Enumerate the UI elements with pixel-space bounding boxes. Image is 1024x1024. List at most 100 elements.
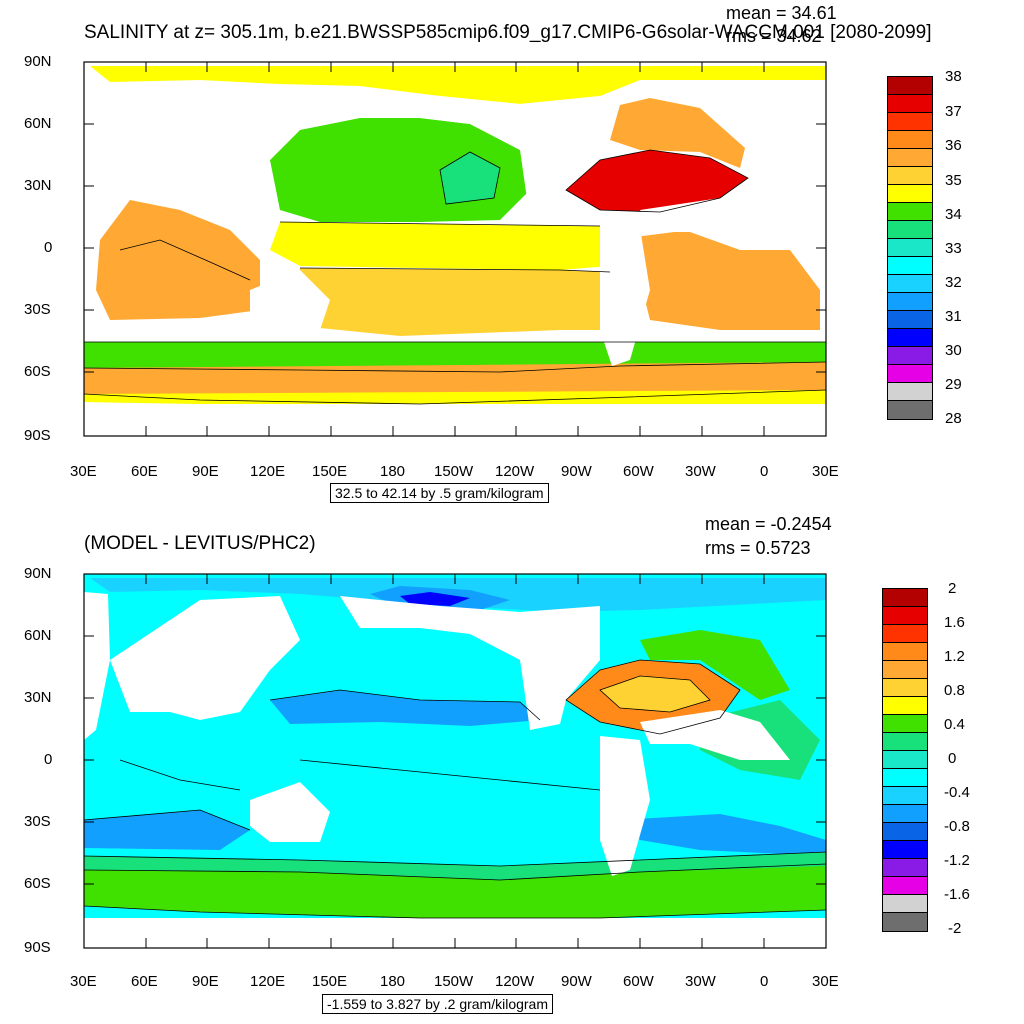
colorbar-swatch <box>888 203 932 221</box>
tick-marks <box>83 61 827 437</box>
lat-tick: 60N <box>24 115 52 132</box>
colorbar-swatch <box>883 661 927 679</box>
colorbar-label: 0.4 <box>944 716 965 733</box>
colorbar-swatch <box>888 221 932 239</box>
lon-tick: 90W <box>561 463 592 480</box>
colorbar-swatch <box>888 293 932 311</box>
colorbar-label: -1.2 <box>944 852 970 869</box>
colorbar-swatch <box>883 859 927 877</box>
colorbar-label: -0.4 <box>944 784 970 801</box>
lon-tick: 60E <box>131 973 158 990</box>
colorbar-swatch <box>883 589 927 607</box>
colorbar-label: 35 <box>945 172 962 189</box>
colorbar-swatch <box>888 401 932 419</box>
lat-tick: 90S <box>24 939 51 956</box>
colorbar-label: 28 <box>945 410 962 427</box>
colorbar-swatch <box>883 715 927 733</box>
colorbar-label: 31 <box>945 308 962 325</box>
colorbar-label: 38 <box>945 68 962 85</box>
colorbar-swatch <box>883 697 927 715</box>
lon-tick: 180 <box>380 973 406 990</box>
colorbar-label: -0.8 <box>944 818 970 835</box>
lat-tick: 0 <box>44 239 53 256</box>
colorbar-swatch <box>888 239 932 257</box>
mean-stat: mean = -0.2454 <box>705 514 832 534</box>
colorbar-swatch <box>883 769 927 787</box>
land-mask <box>84 80 826 436</box>
colorbar-swatch <box>883 913 927 931</box>
colorbar-label: 34 <box>945 206 962 223</box>
panel-title: SALINITY at z= 305.1m, b.e21.BWSSP585cmi… <box>84 22 932 43</box>
mean-stat: mean = 34.61 <box>726 3 837 23</box>
colorbar-swatch <box>888 347 932 365</box>
colorbar-swatch <box>883 823 927 841</box>
lon-tick: 90E <box>192 463 219 480</box>
lon-tick: 30W <box>685 973 716 990</box>
lon-tick: 150E <box>312 463 348 480</box>
colorbar-swatch <box>883 805 927 823</box>
lat-tick: 30N <box>24 689 52 706</box>
lon-tick: 120E <box>250 463 286 480</box>
colorbar-swatch <box>883 841 927 859</box>
lon-tick: 30E <box>70 463 97 480</box>
colorbar-label: 36 <box>945 137 962 154</box>
colorbar-swatch <box>883 643 927 661</box>
colorbar-swatch <box>888 185 932 203</box>
colorbar-label: 32 <box>945 274 962 291</box>
lon-tick: 180 <box>380 463 406 480</box>
contour-info-box: -1.559 to 3.827 by .2 gram/kilogram <box>322 994 554 1014</box>
colorbar-swatch <box>883 895 927 913</box>
colorbar-swatch <box>888 257 932 275</box>
colorbar-label: 1.2 <box>944 648 965 665</box>
colorbar-swatch <box>888 383 932 401</box>
colorbar-swatch <box>888 365 932 383</box>
panel-title: (MODEL - LEVITUS/PHC2) <box>84 533 316 554</box>
lon-tick: 120W <box>495 973 535 990</box>
lon-tick: 120W <box>495 463 535 480</box>
lat-tick: 90N <box>24 53 52 70</box>
colorbar-swatch <box>888 77 932 95</box>
colorbar-label: 33 <box>945 240 962 257</box>
lon-tick: 0 <box>760 973 769 990</box>
colorbar-label: 1.6 <box>944 614 965 631</box>
colorbar-swatch <box>888 113 932 131</box>
rms-stat: rms = 0.5723 <box>705 538 811 558</box>
colorbar-swatch <box>883 877 927 895</box>
colorbar-label: 30 <box>945 342 962 359</box>
lat-tick: 60S <box>24 363 51 380</box>
colorbar-swatch <box>888 275 932 293</box>
lon-tick: 150W <box>434 463 474 480</box>
colorbar-label: -2 <box>948 920 962 937</box>
lat-tick: 60N <box>24 627 52 644</box>
colorbar-swatch <box>888 95 932 113</box>
contour-lines <box>83 149 827 405</box>
lon-tick: 30E <box>812 973 839 990</box>
colorbar <box>887 76 933 420</box>
lon-tick: 30E <box>812 463 839 480</box>
colorbar-label: 0 <box>948 750 957 767</box>
colorbar-label: 0.8 <box>944 682 965 699</box>
lon-tick: 150E <box>312 973 348 990</box>
colorbar-swatch <box>883 625 927 643</box>
colorbar-swatch <box>888 131 932 149</box>
colorbar-swatch <box>883 733 927 751</box>
colorbar-swatch <box>888 149 932 167</box>
contour-lines <box>83 659 827 919</box>
lon-tick: 30W <box>685 463 716 480</box>
lon-tick: 120E <box>250 973 286 990</box>
lon-tick: 0 <box>760 463 769 480</box>
lon-tick: 90E <box>192 973 219 990</box>
colorbar-label: 37 <box>945 103 962 120</box>
lon-tick: 60W <box>623 973 654 990</box>
lon-tick: 30E <box>70 973 97 990</box>
rms-stat: rms = 34.62 <box>726 26 822 46</box>
colorbar-swatch <box>883 679 927 697</box>
colorbar-swatch <box>888 329 932 347</box>
lon-tick: 60E <box>131 463 158 480</box>
lat-tick: 30S <box>24 301 51 318</box>
lat-tick: 90S <box>24 427 51 444</box>
colorbar-swatch <box>883 607 927 625</box>
colorbar-swatch <box>883 787 927 805</box>
lon-tick: 90W <box>561 973 592 990</box>
colorbar-label: -1.6 <box>944 886 970 903</box>
